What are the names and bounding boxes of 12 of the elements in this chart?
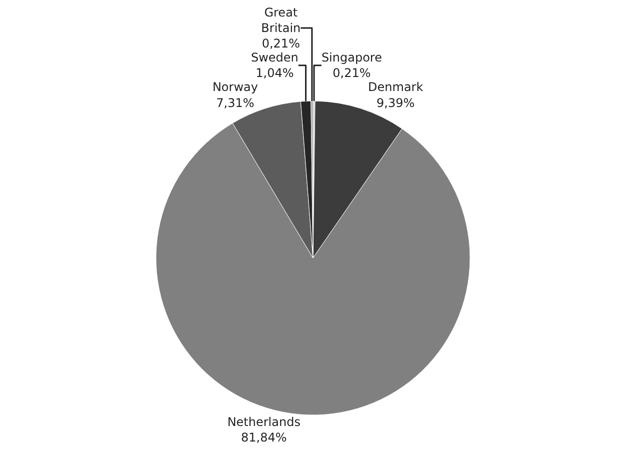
slice-label: Netherlands: [227, 414, 300, 429]
data-label: 9,39%: [376, 96, 415, 110]
slice-label: Sweden: [250, 50, 298, 65]
slice-label: Great Britain: [261, 5, 301, 35]
slice-label: Norway: [212, 80, 258, 94]
data-label: 0,21%: [332, 66, 371, 80]
data-label: 81,84%: [241, 430, 287, 444]
data-label: 1,04%: [256, 66, 294, 80]
slice-label: Singapore: [321, 50, 382, 65]
data-label: 0,21%: [262, 36, 300, 51]
slice-label: Denmark: [368, 80, 424, 94]
data-label: 7,31%: [216, 96, 254, 110]
